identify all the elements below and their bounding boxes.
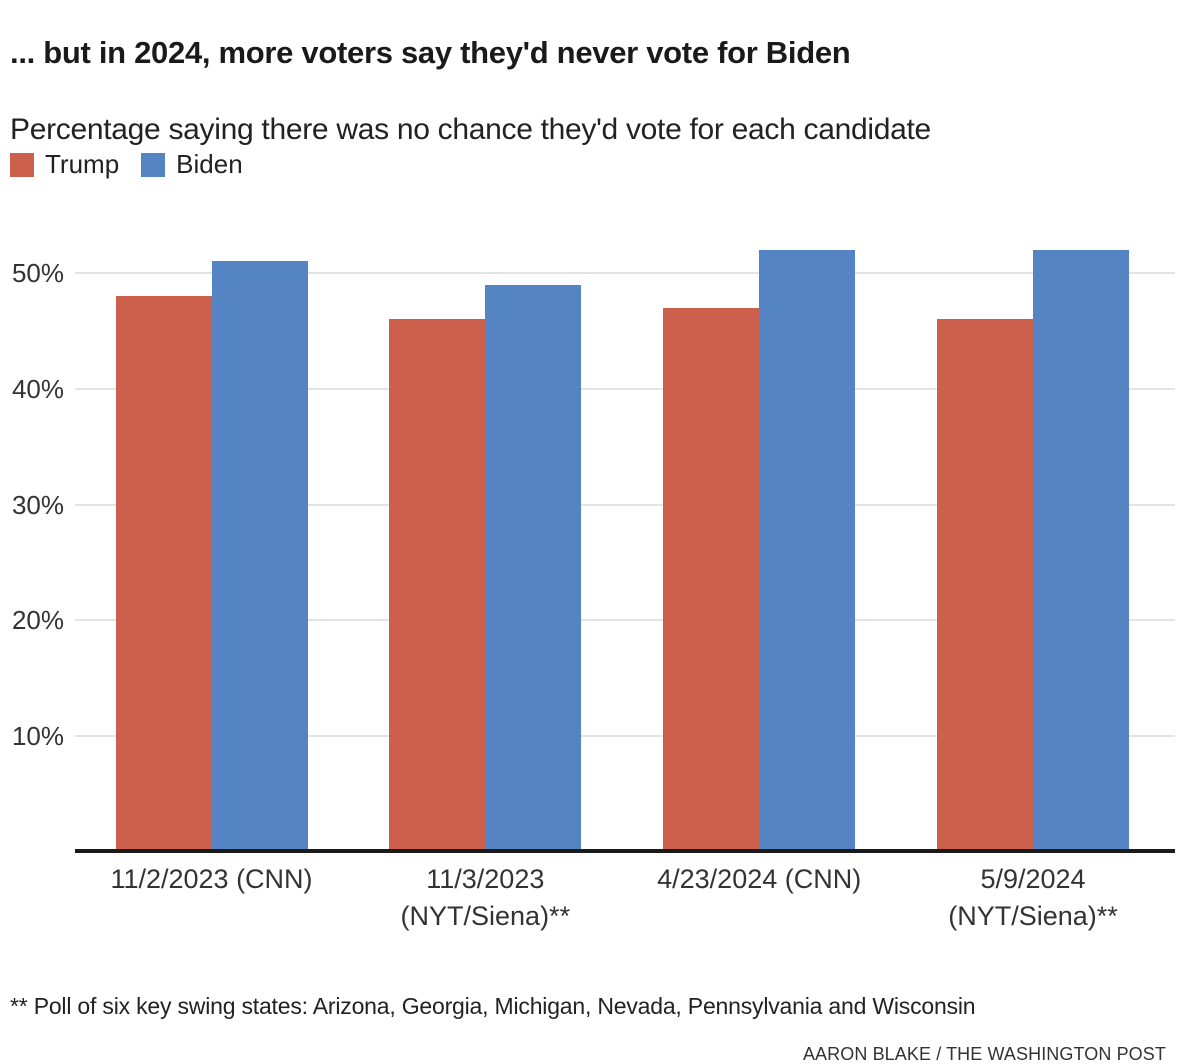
x-label-line: (NYT/Siena)** [400,901,571,931]
legend-swatch-biden [141,152,166,177]
y-tick-10: 10% [11,721,64,752]
y-tick-20: 20% [11,605,64,636]
x-axis-line [75,849,1175,853]
bar-biden-3 [1033,249,1129,852]
gridline-30 [75,503,1175,506]
y-tick-40: 40% [11,373,64,404]
x-label-line: (NYT/Siena)** [948,901,1118,931]
legend-item-biden: Biden [141,149,243,180]
legend-label-trump: Trump [45,149,120,179]
bar-biden-1 [485,284,582,852]
bar-trump-3 [937,319,1033,852]
x-label-line: 11/3/2023 [426,864,545,894]
chart-subtitle: Percentage saying there was no chance th… [10,113,931,146]
footnote: ** Poll of six key swing states: Arizona… [10,993,976,1019]
legend-swatch-trump [10,152,34,177]
x-label-1: 11/3/2023 (NYT/Siena)** [340,861,630,935]
bar-trump-0 [115,296,212,852]
bar-trump-2 [663,307,760,852]
y-tick-50: 50% [11,258,64,288]
credit: AARON BLAKE / THE WASHINGTON POST [802,1044,1166,1064]
legend: Trump Biden [10,149,243,180]
gridline-50 [75,272,1175,274]
x-label-3: 5/9/2024 (NYT/Siena)** [888,861,1178,935]
legend-item-trump: Trump [10,149,119,180]
x-label-line: 4/23/2024 (CNN) [657,864,862,894]
bar-biden-2 [759,249,856,852]
gridline-20 [75,619,1175,622]
gridline-40 [75,387,1175,390]
bar-biden-0 [211,261,308,852]
bar-trump-1 [389,319,486,852]
x-label-line: 11/2/2023 (CNN) [110,864,313,894]
x-label-0: 11/2/2023 (CNN) [67,861,357,898]
chart-title: ... but in 2024, more voters say they'd … [10,34,851,70]
y-tick-30: 30% [11,489,64,520]
legend-label-biden: Biden [176,149,243,179]
gridline-10 [75,735,1175,738]
x-label-2: 4/23/2024 (CNN) [614,861,904,898]
x-label-line: 5/9/2024 [980,864,1086,894]
